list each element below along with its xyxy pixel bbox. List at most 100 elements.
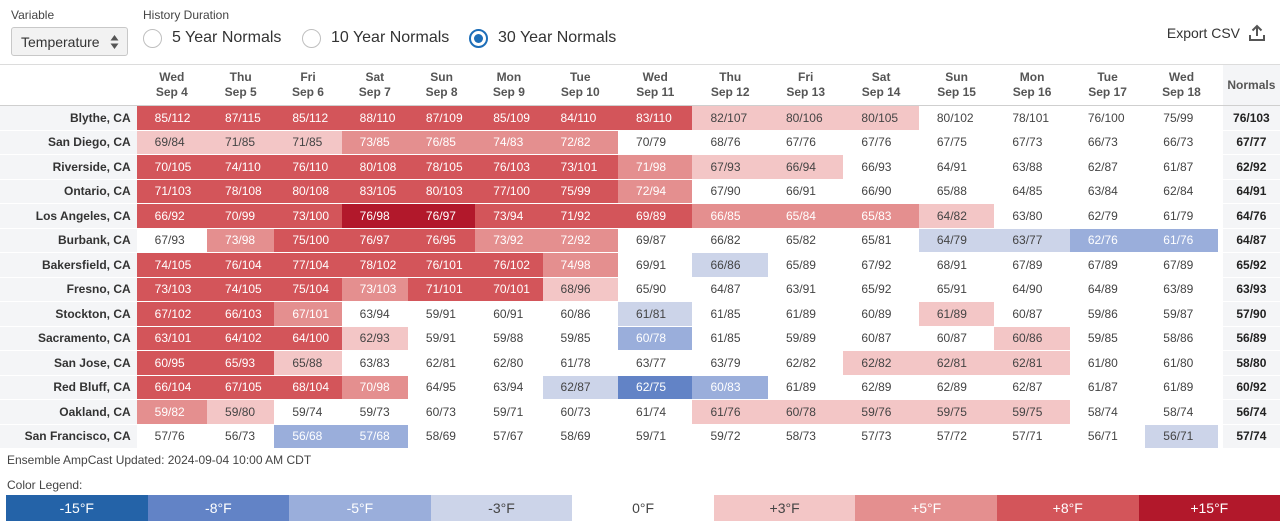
day-header: Fri Sep 13 xyxy=(767,64,844,106)
city-name: Burbank, CA xyxy=(0,228,137,253)
forecast-cell: 73/103 xyxy=(136,277,208,302)
radio-circle[interactable] xyxy=(143,28,162,48)
forecast-cell: 68/96 xyxy=(542,277,619,302)
normals-value: 63/93 xyxy=(1222,277,1280,302)
export-csv-button[interactable]: Export CSV xyxy=(1167,24,1266,42)
radio-10-year-normals[interactable]: 10 Year Normals xyxy=(302,28,449,48)
forecast-cell: 74/98 xyxy=(542,252,619,278)
forecast-cell: 64/89 xyxy=(1069,277,1146,302)
forecast-cell: 62/76 xyxy=(1069,228,1146,253)
forecast-cell: 60/87 xyxy=(994,301,1070,327)
table-row: Blythe, CA 85/112 87/115 85/112 88/110 87/109… xyxy=(0,105,1280,131)
forecast-cell: 60/78 xyxy=(618,326,693,351)
forecast-cell: 70/98 xyxy=(341,375,408,400)
forecast-cell: 62/87 xyxy=(542,375,619,400)
normals-value: 57/74 xyxy=(1222,424,1280,449)
forecast-cell: 60/86 xyxy=(994,326,1070,351)
day-date: Sep 13 xyxy=(786,85,826,99)
city-name: Stockton, CA xyxy=(0,301,137,327)
forecast-cell: 64/87 xyxy=(692,277,768,302)
day-header: Mon Sep 16 xyxy=(994,64,1070,106)
day-of-week: Sat xyxy=(871,70,891,84)
forecast-cell: 60/89 xyxy=(843,301,919,327)
forecast-cell: 67/92 xyxy=(843,252,919,278)
forecast-cell: 63/94 xyxy=(341,301,408,327)
forecast-cell: 62/81 xyxy=(994,350,1070,376)
forecast-cell: 76/97 xyxy=(407,203,476,229)
forecast-cell: 57/76 xyxy=(136,424,208,449)
forecast-cell: 65/81 xyxy=(843,228,919,253)
forecast-cell: 62/87 xyxy=(1069,154,1146,180)
city-name: Ontario, CA xyxy=(0,179,137,204)
radio-circle[interactable] xyxy=(302,28,321,48)
forecast-cell: 63/84 xyxy=(1069,179,1146,204)
forecast-cell: 66/85 xyxy=(692,203,768,229)
forecast-cell: 60/87 xyxy=(918,326,995,351)
forecast-cell: 56/71 xyxy=(1069,424,1146,449)
forecast-cell: 64/82 xyxy=(918,203,995,229)
radio-circle-selected[interactable] xyxy=(469,28,488,48)
day-header: Sun Sep 15 xyxy=(918,64,995,106)
day-of-week: Tue xyxy=(1097,70,1118,84)
normals-value: 65/92 xyxy=(1222,252,1280,278)
forecast-cell: 63/80 xyxy=(994,203,1070,229)
forecast-cell: 62/80 xyxy=(475,350,543,376)
forecast-cell: 61/89 xyxy=(767,301,844,327)
row-gap xyxy=(1217,277,1223,302)
city-name: Oakland, CA xyxy=(0,399,137,425)
forecast-cell: 59/72 xyxy=(692,424,768,449)
day-header: Sat Sep 14 xyxy=(843,64,919,106)
forecast-cell: 63/77 xyxy=(618,350,693,376)
forecast-cell: 62/81 xyxy=(407,350,476,376)
forecast-cell: 69/84 xyxy=(136,130,208,155)
forecast-cell: 61/74 xyxy=(618,399,693,425)
forecast-cell: 73/85 xyxy=(341,130,408,155)
forecast-cell: 62/84 xyxy=(1145,179,1218,204)
forecast-cell: 65/83 xyxy=(843,203,919,229)
day-date: Sep 8 xyxy=(425,85,458,99)
forecast-cell: 76/104 xyxy=(207,252,275,278)
forecast-cell: 75/99 xyxy=(1145,105,1218,131)
variable-select[interactable]: Temperature xyxy=(11,27,128,56)
legend-swatch: 0°F xyxy=(572,495,714,521)
forecast-cell: 60/73 xyxy=(407,399,476,425)
forecast-cell: 71/85 xyxy=(274,130,342,155)
table-body: Blythe, CA 85/112 87/115 85/112 88/110 87/109… xyxy=(0,105,1280,449)
row-gap xyxy=(1217,154,1223,180)
day-header: Sat Sep 7 xyxy=(341,64,408,106)
forecast-cell: 67/89 xyxy=(1069,252,1146,278)
forecast-cell: 59/89 xyxy=(767,326,844,351)
forecast-cell: 88/110 xyxy=(341,105,408,131)
forecast-cell: 67/101 xyxy=(274,301,342,327)
day-of-week: Wed xyxy=(642,70,668,84)
forecast-cell: 75/99 xyxy=(542,179,619,204)
forecast-cell: 67/73 xyxy=(994,130,1070,155)
forecast-cell: 66/94 xyxy=(767,154,844,180)
forecast-cell: 64/102 xyxy=(207,326,275,351)
forecast-cell: 59/74 xyxy=(274,399,342,425)
forecast-cell: 87/115 xyxy=(207,105,275,131)
normals-value: 64/76 xyxy=(1222,203,1280,229)
radio-30-year-normals[interactable]: 30 Year Normals xyxy=(469,28,616,48)
forecast-cell: 70/99 xyxy=(207,203,275,229)
forecast-cell: 71/85 xyxy=(207,130,275,155)
forecast-cell: 75/104 xyxy=(274,277,342,302)
day-header: Wed Sep 18 xyxy=(1145,64,1218,106)
history-duration-label: History Duration xyxy=(143,8,230,22)
radio-5-year-normals[interactable]: 5 Year Normals xyxy=(143,28,281,48)
forecast-cell: 67/90 xyxy=(692,179,768,204)
forecast-cell: 67/102 xyxy=(136,301,208,327)
forecast-cell: 63/91 xyxy=(767,277,844,302)
forecast-cell: 61/80 xyxy=(1145,350,1218,376)
legend-swatch: -5°F xyxy=(289,495,431,521)
legend-swatch: -15°F xyxy=(6,495,148,521)
forecast-cell: 74/105 xyxy=(207,277,275,302)
table-row: Oakland, CA 59/82 59/80 59/74 59/73 60/73 59/7… xyxy=(0,399,1280,425)
city-name: Sacramento, CA xyxy=(0,326,137,351)
day-of-week: Wed xyxy=(1168,70,1195,84)
day-of-week: Tue xyxy=(570,70,591,84)
forecast-cell: 67/76 xyxy=(767,130,844,155)
forecast-cell: 66/73 xyxy=(1145,130,1218,155)
color-legend: -15°F -8°F -5°F -3°F 0°F +3°F +5°F +8°F +15°F xyxy=(6,495,1280,521)
table-row: Ontario, CA 71/103 78/108 80/108 83/105 80/10… xyxy=(0,179,1280,204)
